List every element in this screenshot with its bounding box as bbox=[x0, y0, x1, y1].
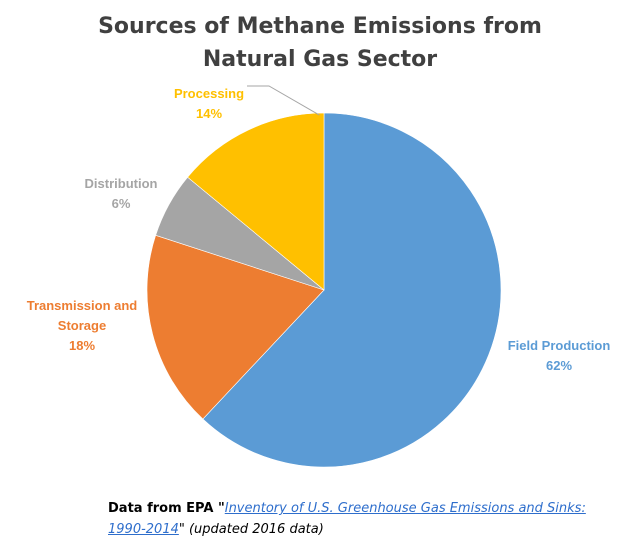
chart-title-line-1: Sources of Methane Emissions from bbox=[98, 14, 542, 39]
pie-slices bbox=[146, 112, 502, 468]
slice-field-production bbox=[202, 112, 502, 468]
label-distribution-name: Distribution bbox=[85, 176, 158, 191]
label-transmission-and-storage-name: Storage bbox=[58, 318, 106, 333]
slice-labels: Field Production 62% Transmission and Stora… bbox=[27, 86, 611, 373]
source-note: Data from EPA "Inventory of U.S. Greenho… bbox=[108, 498, 608, 540]
leader-lines bbox=[247, 85, 320, 116]
chart-title-line-2: Natural Gas Sector bbox=[202, 47, 438, 72]
label-distribution-value: 6% bbox=[112, 196, 131, 211]
label-transmission-and-storage-value: 18% bbox=[69, 338, 95, 353]
label-field-production-value: 62% bbox=[546, 358, 572, 373]
chart-title: Sources of Methane Emissions from Natura… bbox=[0, 10, 640, 76]
label-transmission-and-storage-name: Transmission and bbox=[27, 298, 138, 313]
label-field-production-name: Field Production bbox=[508, 338, 611, 353]
slice-transmission-and-storage bbox=[146, 234, 325, 420]
label-processing-name: Processing bbox=[174, 86, 244, 101]
label-processing-value: 14% bbox=[196, 106, 222, 121]
source-link[interactable]: Inventory of U.S. Greenhouse Gas Emissio… bbox=[108, 501, 586, 537]
leader-line-processing bbox=[247, 85, 320, 116]
source-suffix: " (updated 2016 data) bbox=[178, 522, 324, 537]
source-prefix: Data from EPA " bbox=[108, 501, 225, 516]
slice-processing bbox=[187, 112, 325, 291]
